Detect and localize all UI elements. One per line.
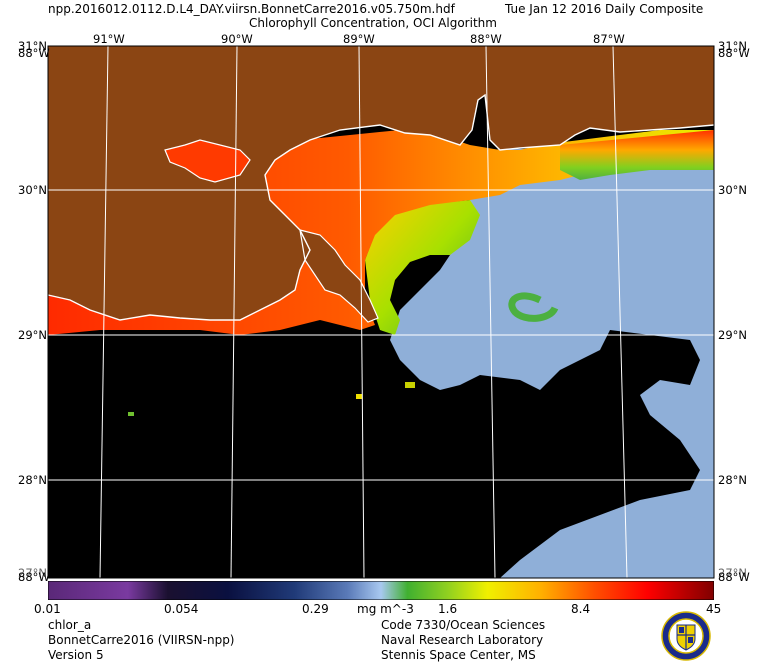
green-plume bbox=[365, 200, 480, 335]
colorbar-tick-4: 8.4 bbox=[571, 602, 591, 616]
corner-bottom-right: 88°W bbox=[718, 570, 750, 584]
filename-title: npp.2016012.0112.D.L4_DAY.viirsn.BonnetC… bbox=[48, 2, 455, 16]
coastline bbox=[47, 93, 715, 321]
corner-bottom-left-overlap: 27°N bbox=[18, 566, 47, 580]
colorbar-tick-2: 0.29 bbox=[302, 602, 329, 616]
date-title: Tue Jan 12 2016 Daily Composite bbox=[505, 2, 704, 16]
nrl-seal-logo bbox=[661, 611, 711, 661]
corner-bottom-left: 88°W bbox=[18, 570, 50, 584]
lake-coastline bbox=[164, 139, 251, 183]
footer-org-code: Code 7330/Ocean Sciences bbox=[381, 618, 546, 632]
offshore-water bbox=[390, 145, 714, 578]
colorbar-tick-3: 1.6 bbox=[438, 602, 458, 616]
birdsfoot-delta bbox=[300, 230, 378, 322]
lon-label-90w: 90°W bbox=[221, 32, 253, 46]
speck bbox=[356, 394, 362, 399]
corner-top-right: 31°N bbox=[718, 39, 747, 53]
chlorophyll-map bbox=[47, 45, 715, 579]
footer-region: BonnetCarre2016 (VIIRSN-npp) bbox=[48, 633, 235, 647]
lat-label-28n-left: 28°N bbox=[18, 473, 47, 487]
corner-top-left: 31°N bbox=[18, 39, 47, 53]
footer-variable: chlor_a bbox=[48, 618, 92, 632]
lon-label-87w: 87°W bbox=[593, 32, 625, 46]
green-ring-eddy bbox=[508, 292, 559, 322]
footer-org-name: Naval Research Laboratory bbox=[381, 633, 544, 647]
lat-label-29n-right: 29°N bbox=[718, 328, 747, 342]
colorbar-tick-1: 0.054 bbox=[164, 602, 199, 616]
delta-coastline bbox=[299, 229, 379, 323]
offshore-water-patch bbox=[600, 505, 714, 578]
colorbar-tick-0: 0.01 bbox=[34, 602, 61, 616]
map-frame bbox=[47, 45, 715, 579]
corner-top-right-overlap: 88°W bbox=[718, 46, 750, 60]
colorbar-units: mg m^-3 bbox=[357, 602, 414, 616]
lon-label-88w: 88°W bbox=[470, 32, 502, 46]
lat-label-30n-right: 30°N bbox=[718, 183, 747, 197]
colorbar bbox=[48, 581, 714, 600]
footer-version: Version 5 bbox=[48, 648, 104, 662]
corner-top-left-overlap: 88°W bbox=[18, 46, 50, 60]
speck bbox=[128, 412, 134, 416]
lat-label-28n-right: 28°N bbox=[718, 473, 747, 487]
product-title: Chlorophyll Concentration, OCI Algorithm bbox=[249, 16, 497, 30]
lon-label-91w: 91°W bbox=[93, 32, 125, 46]
graticule bbox=[48, 45, 714, 579]
lon-label-89w: 89°W bbox=[343, 32, 375, 46]
inland-lake bbox=[165, 140, 250, 182]
land bbox=[48, 46, 714, 320]
lat-label-29n-left: 29°N bbox=[18, 328, 47, 342]
eastern-shelf bbox=[560, 130, 714, 180]
footer-org-location: Stennis Space Center, MS bbox=[381, 648, 536, 662]
colorbar-tick-5: 45 bbox=[706, 602, 722, 616]
lat-label-30n-left: 30°N bbox=[18, 183, 47, 197]
corner-bottom-right-overlap: 27°N bbox=[718, 566, 747, 580]
speck bbox=[405, 382, 415, 388]
